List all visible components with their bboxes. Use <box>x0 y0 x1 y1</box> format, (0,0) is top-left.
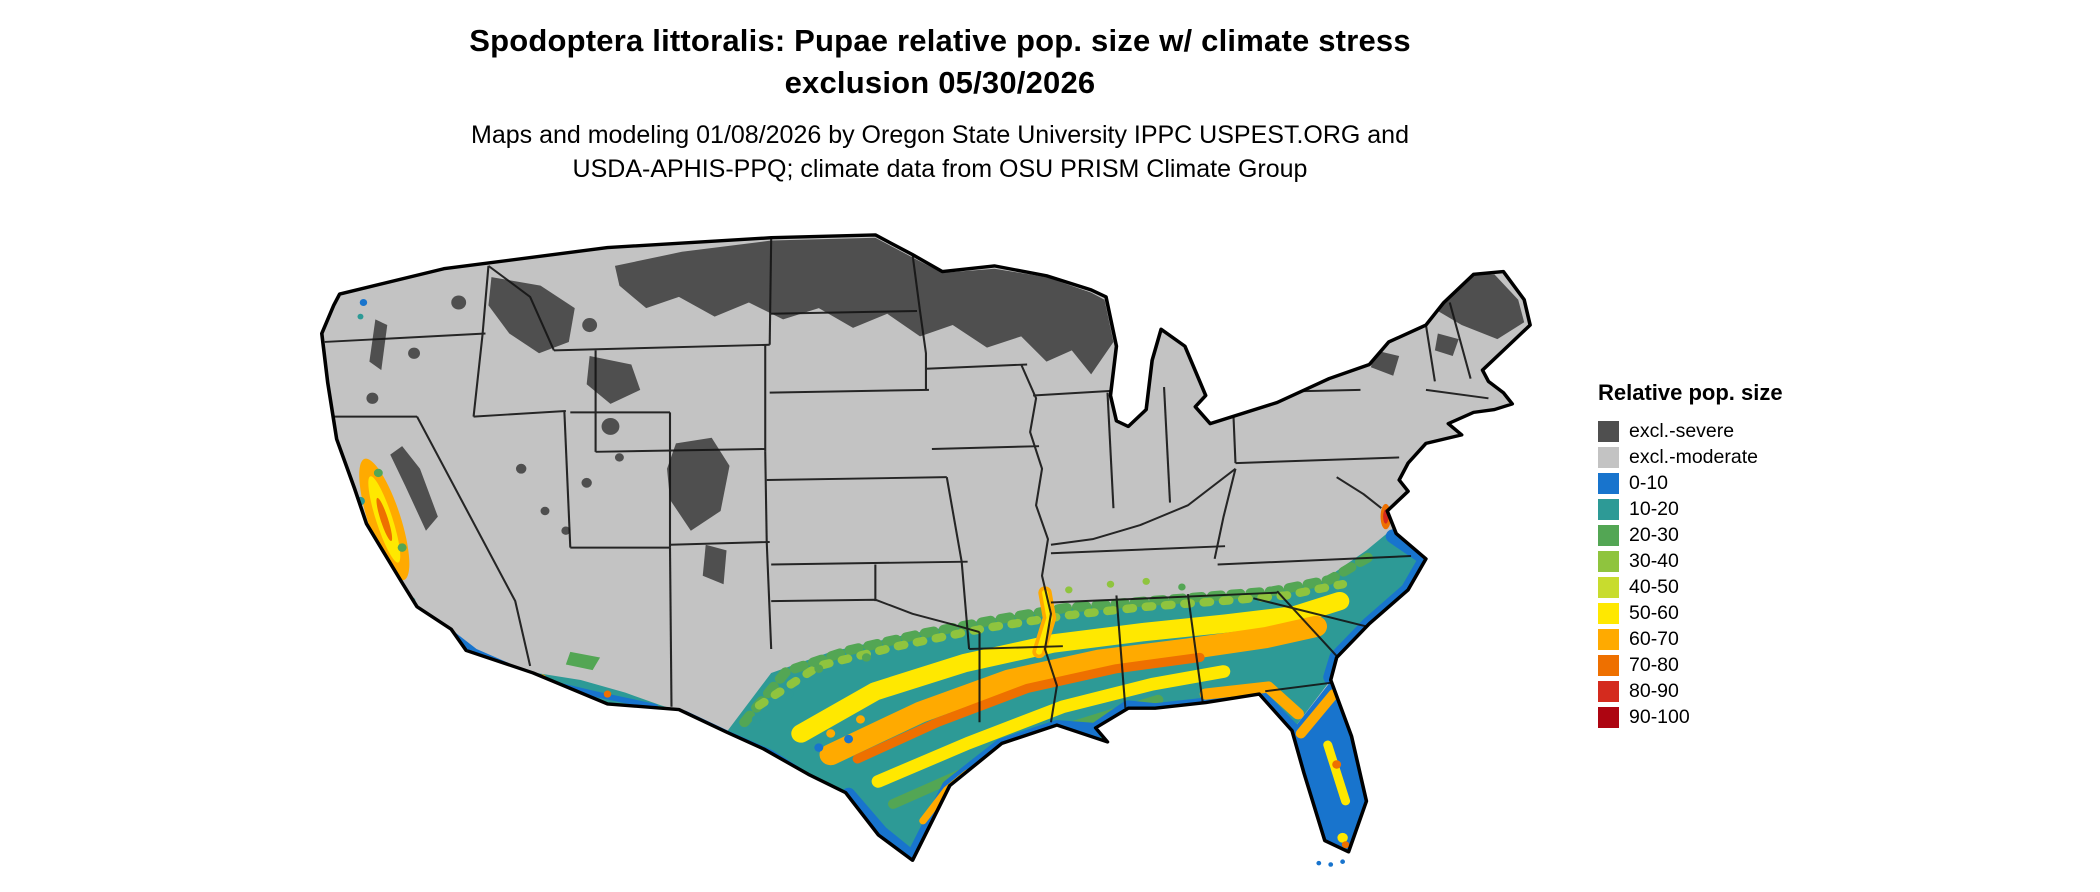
legend-item: excl.-moderate <box>1598 444 1858 470</box>
us-population-map <box>295 218 1545 880</box>
legend-item: 0-10 <box>1598 470 1858 496</box>
legend-title: Relative pop. size <box>1598 380 1783 405</box>
legend-swatch <box>1598 628 1619 650</box>
legend-label: 40-50 <box>1629 575 1679 598</box>
legend-label: 60-70 <box>1629 627 1679 650</box>
legend-item: 10-20 <box>1598 496 1858 522</box>
legend-swatch <box>1598 498 1619 520</box>
legend-label: excl.-moderate <box>1629 445 1758 468</box>
legend-label: 20-30 <box>1629 523 1679 546</box>
legend-label: 70-80 <box>1629 653 1679 676</box>
legend-swatch <box>1598 680 1619 702</box>
legend-label: 0-10 <box>1629 471 1669 494</box>
legend-label: 80-90 <box>1629 679 1679 702</box>
legend-items: excl.-severe excl.-moderate 0-10 10-20 20-30… <box>1598 418 1858 730</box>
legend-item: 50-60 <box>1598 600 1858 626</box>
legend-swatch <box>1598 420 1619 442</box>
map-region-excl-severe <box>366 237 1525 585</box>
figure-header: Spodoptera littoralis: Pupae relative po… <box>410 20 1470 186</box>
legend-swatch <box>1598 446 1619 468</box>
legend-item: 90-100 <box>1598 704 1858 730</box>
florida-keys <box>1316 859 1345 867</box>
legend-label: 10-20 <box>1629 497 1679 520</box>
legend-item: 20-30 <box>1598 522 1858 548</box>
legend-swatch <box>1598 550 1619 572</box>
legend-swatch <box>1598 576 1619 598</box>
legend-item: 60-70 <box>1598 626 1858 652</box>
legend-swatch <box>1598 602 1619 624</box>
legend-label: 50-60 <box>1629 601 1679 624</box>
legend-swatch <box>1598 472 1619 494</box>
legend-item: 40-50 <box>1598 574 1858 600</box>
legend-swatch <box>1598 654 1619 676</box>
figure-subtitle-line1: Maps and modeling 01/08/2026 by Oregon S… <box>471 121 1409 149</box>
legend-item: 80-90 <box>1598 678 1858 704</box>
legend: Relative pop. size excl.-severe excl.-mod… <box>1598 380 1858 730</box>
legend-item: 70-80 <box>1598 652 1858 678</box>
legend-item: 30-40 <box>1598 548 1858 574</box>
legend-swatch <box>1598 706 1619 728</box>
state-borders <box>321 237 1489 723</box>
us-map-svg <box>319 233 1532 867</box>
legend-label: 30-40 <box>1629 549 1679 572</box>
figure-title-line1: Spodoptera littoralis: Pupae relative po… <box>469 23 1411 58</box>
legend-label: excl.-severe <box>1629 419 1735 442</box>
figure-subtitle-line2: USDA-APHIS-PPQ; climate data from OSU PR… <box>572 155 1308 183</box>
figure-title-line2: exclusion 05/30/2026 <box>784 65 1096 100</box>
legend-item: excl.-severe <box>1598 418 1858 444</box>
legend-label: 90-100 <box>1629 705 1690 728</box>
legend-swatch <box>1598 524 1619 546</box>
figure-subtitle: Maps and modeling 01/08/2026 by Oregon S… <box>410 118 1470 186</box>
